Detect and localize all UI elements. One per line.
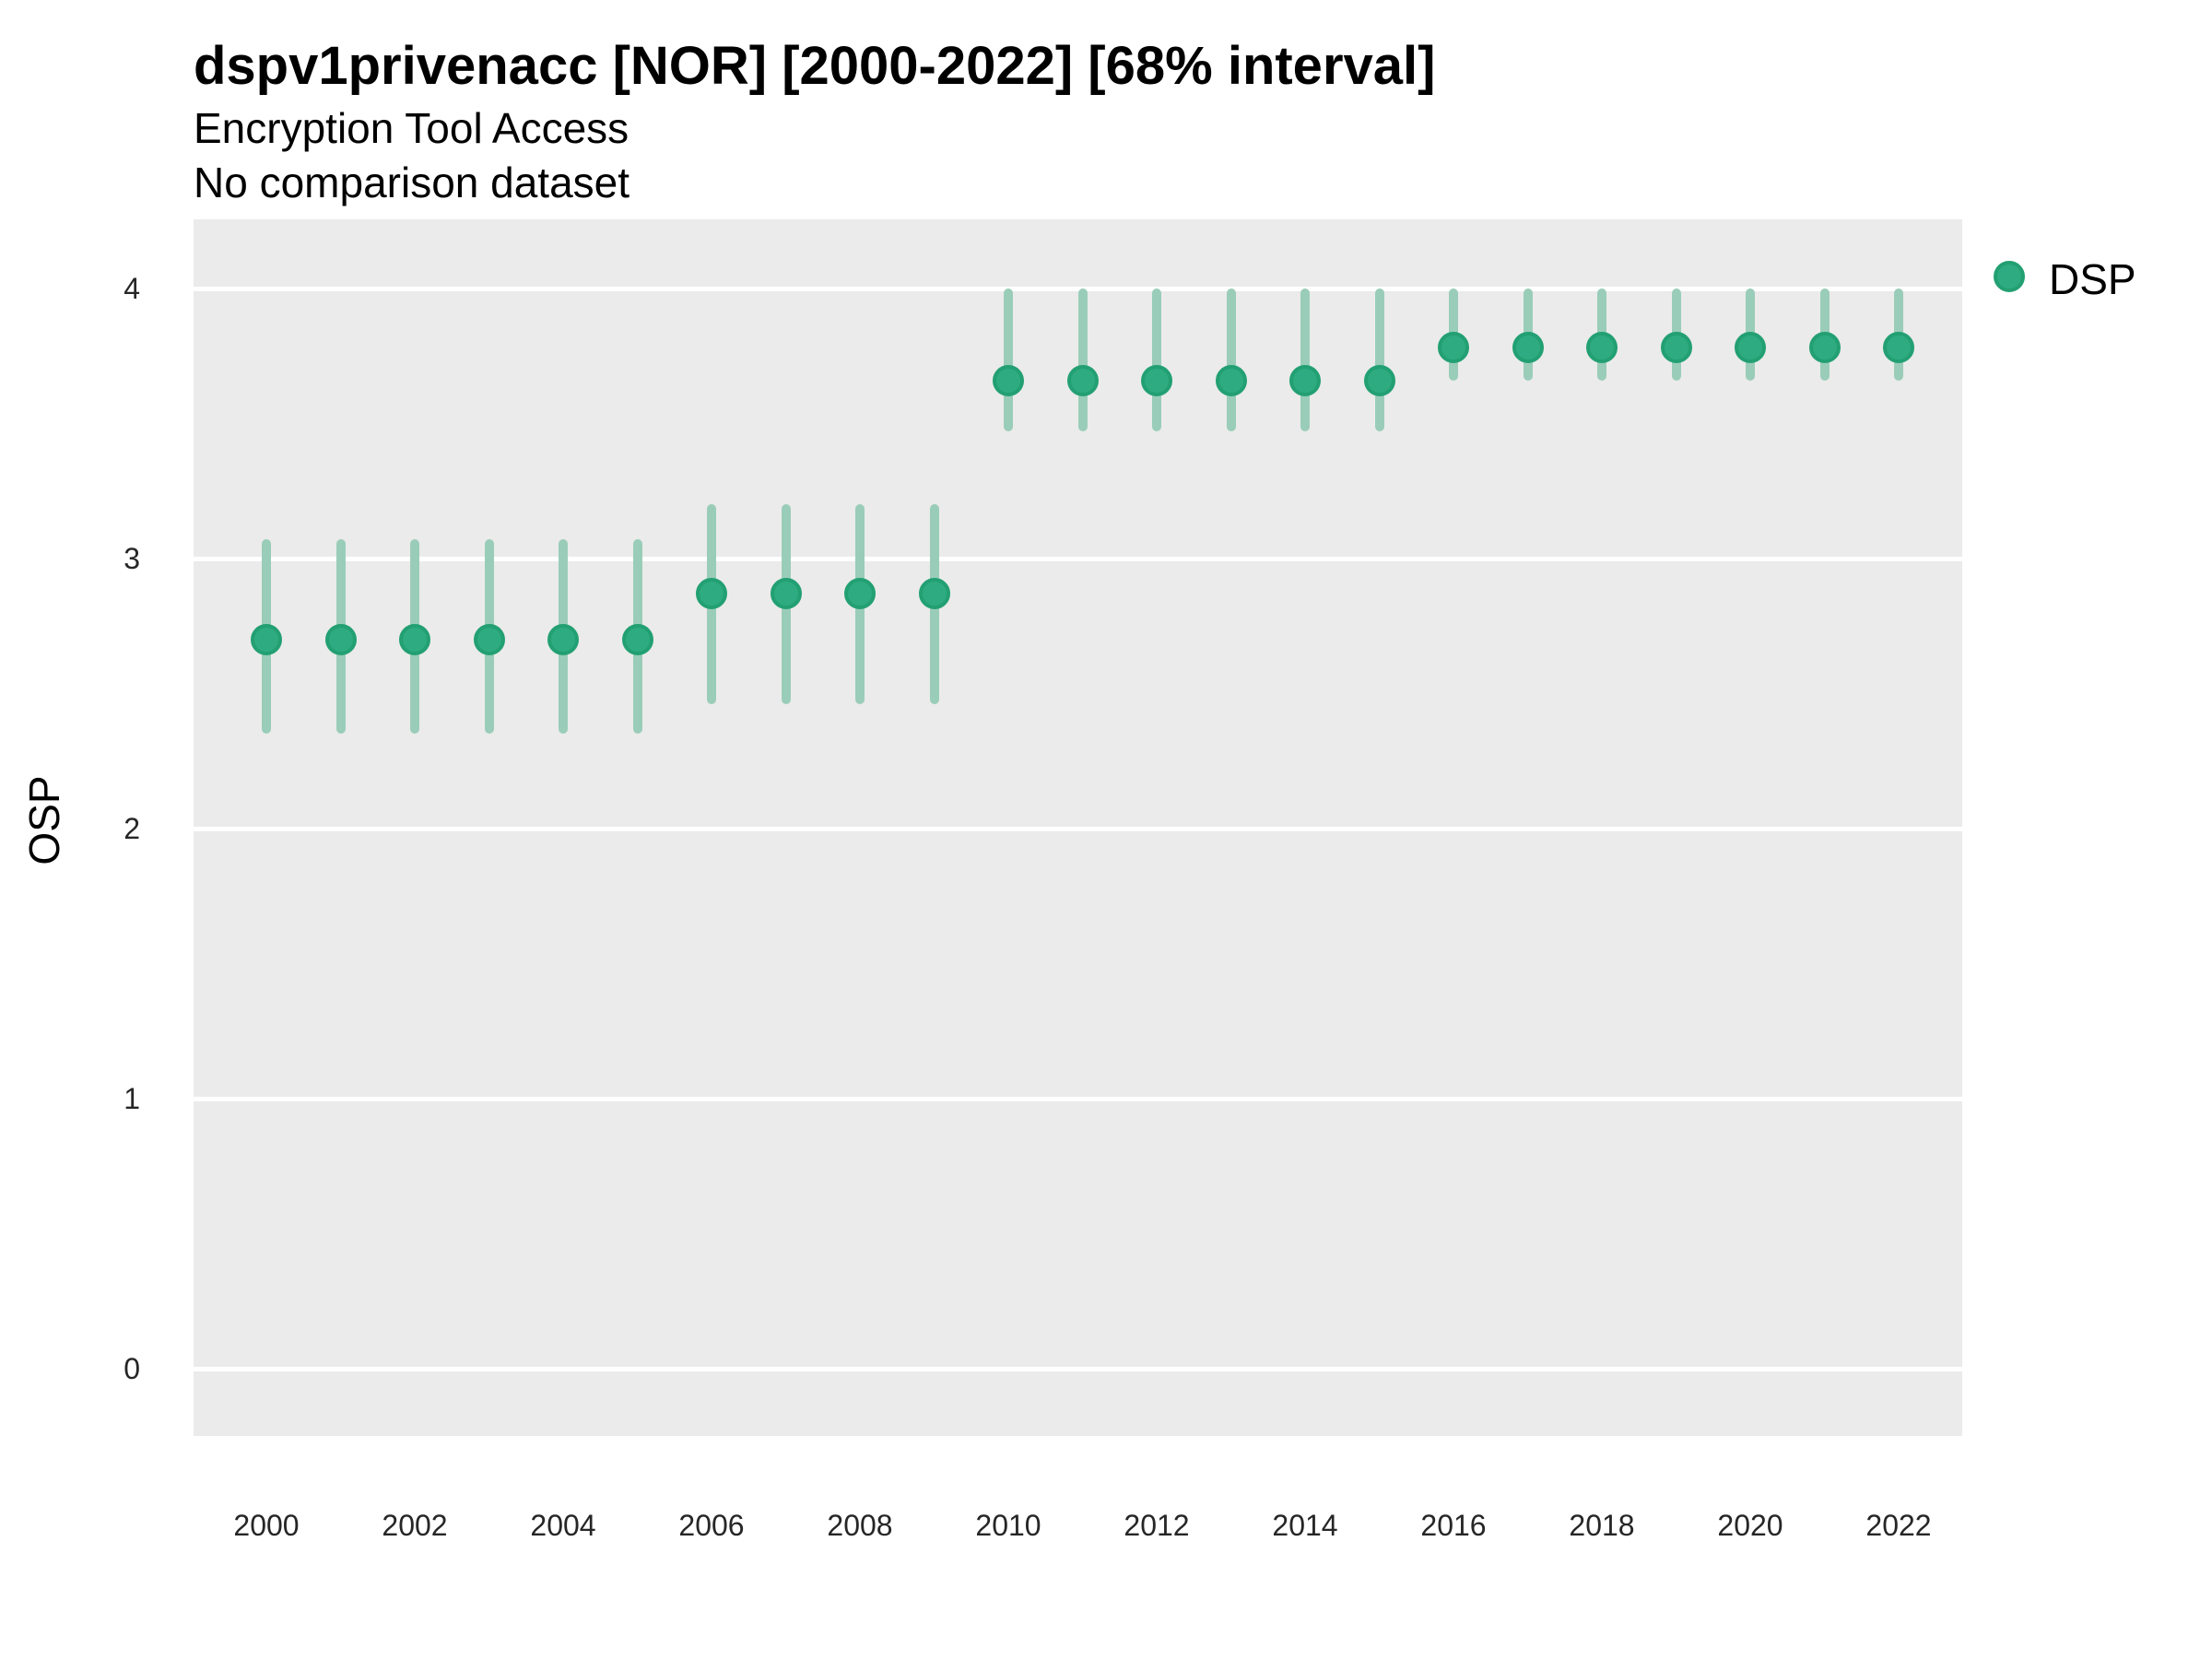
interval-bar-2010: [1004, 288, 1013, 432]
x-tick-label: 2022: [1865, 1509, 1932, 1542]
x-tick-label: 2020: [1717, 1509, 1783, 1542]
data-point-2014: [1289, 364, 1321, 396]
y-tick-label: 3: [124, 542, 140, 575]
interval-bar-2011: [1077, 288, 1088, 432]
data-point-2004: [547, 623, 579, 655]
plot-panel: [194, 219, 1962, 1436]
data-point-2008: [844, 578, 876, 610]
y-tick-label: 4: [124, 272, 140, 305]
x-tick-label: 2010: [975, 1509, 1041, 1542]
x-tick-label: 2006: [678, 1509, 745, 1542]
chart-title: dspv1privenacc [NOR] [2000-2022] [68% in…: [194, 36, 1436, 96]
data-point-2021: [1808, 332, 1841, 364]
x-tick-label: 2008: [827, 1509, 893, 1542]
x-tick-label: 2002: [382, 1509, 448, 1542]
data-point-2017: [1512, 332, 1544, 364]
x-tick-label: 2018: [1569, 1509, 1635, 1542]
data-point-2010: [993, 364, 1024, 396]
y-tick-label: 2: [124, 812, 140, 845]
data-point-2022: [1883, 332, 1914, 364]
grid-line-y-0: [194, 1366, 1962, 1371]
legend: DSP: [1994, 255, 2206, 303]
x-tick-label: 2016: [1420, 1509, 1487, 1542]
y-tick-label: 0: [124, 1352, 140, 1385]
chart-subtitle: Encryption Tool Access: [194, 104, 629, 152]
interval-bar-2015: [1374, 288, 1384, 432]
interval-bar-2012: [1152, 288, 1161, 432]
data-point-2000: [251, 623, 282, 655]
y-tick-label: 1: [124, 1082, 140, 1115]
chart-subtitle-comparison: No comparison dataset: [194, 159, 630, 206]
grid-line-y-1: [194, 1096, 1962, 1101]
interval-bar-2013: [1226, 288, 1236, 432]
data-point-2007: [770, 578, 802, 610]
data-point-2013: [1215, 364, 1247, 396]
x-tick-label: 2000: [233, 1509, 300, 1542]
data-point-2011: [1066, 364, 1099, 396]
data-point-2005: [621, 623, 653, 655]
data-point-2002: [399, 623, 430, 655]
data-point-2015: [1363, 364, 1395, 396]
x-tick-label: 2014: [1272, 1509, 1338, 1542]
data-point-2018: [1586, 332, 1618, 364]
interval-bar-2014: [1300, 288, 1310, 432]
data-point-2020: [1735, 332, 1766, 364]
data-point-2019: [1660, 332, 1692, 364]
data-point-2006: [696, 578, 727, 610]
x-tick-label: 2004: [530, 1509, 596, 1542]
data-point-2012: [1141, 364, 1172, 396]
grid-line-y-2: [194, 826, 1962, 831]
grid-line-y-3: [194, 556, 1962, 561]
data-point-2016: [1438, 332, 1469, 364]
data-point-2003: [473, 623, 505, 655]
legend-point-icon: [1994, 261, 2025, 292]
grid-line-y-4: [194, 286, 1962, 291]
legend-series-label: DSP: [2049, 255, 2136, 303]
data-point-2001: [324, 623, 357, 655]
x-tick-label: 2012: [1124, 1509, 1190, 1542]
data-point-2009: [918, 578, 950, 610]
